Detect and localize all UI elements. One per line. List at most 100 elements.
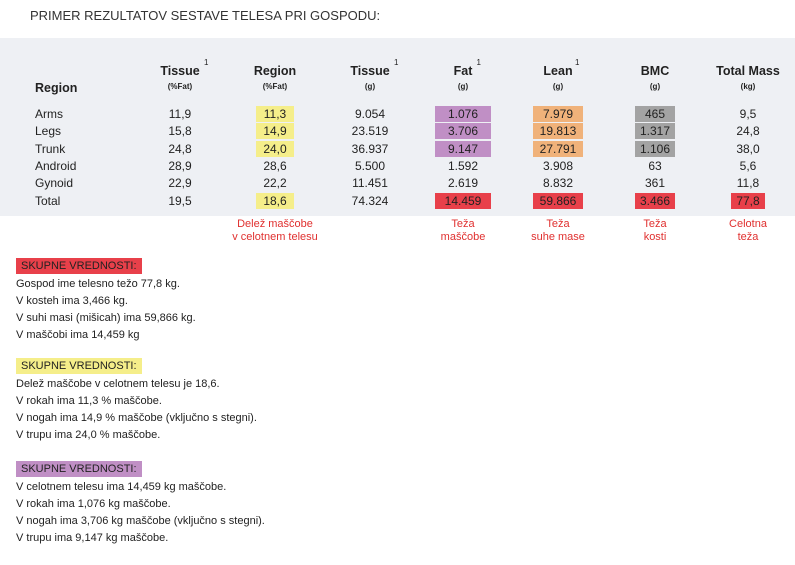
table-cell: 14.459 — [444, 194, 482, 208]
section-line: V celotnem telesu ima 14,459 kg maščobe. — [16, 481, 227, 493]
footnote-marker: 1 — [575, 58, 580, 67]
table-cell: 11,9 — [168, 107, 192, 121]
section-heading: SKUPNE VREDNOSTI: — [16, 358, 142, 374]
cell-highlight — [435, 193, 491, 209]
table-cell: 77,8 — [736, 194, 760, 208]
table-cell: 7.979 — [542, 107, 574, 121]
page-title: PRIMER REZULTATOV SESTAVE TELESA PRI GOS… — [30, 8, 381, 23]
cell-highlight — [435, 106, 491, 122]
table-cell: 3.706 — [447, 124, 479, 138]
table-cell: 19,5 — [168, 194, 192, 208]
table-cell: 15,8 — [168, 124, 192, 138]
row-label: Total — [35, 194, 61, 208]
row-label: Android — [35, 159, 77, 173]
row-label: Arms — [35, 107, 63, 121]
table-cell: 2.619 — [447, 176, 479, 190]
section-line: V kosteh ima 3,466 kg. — [16, 295, 128, 307]
cell-highlight — [635, 141, 675, 157]
table-cell: 24,0 — [263, 142, 287, 156]
cell-highlight — [256, 106, 294, 122]
column-header: Lean — [543, 64, 573, 78]
footnote-marker: 1 — [204, 58, 209, 67]
table-cell: 23.519 — [351, 124, 389, 138]
footnote-marker: 1 — [394, 58, 399, 67]
section-line: Gospod ime telesno težo 77,8 kg. — [16, 278, 180, 290]
column-annotation: suhe mase — [531, 231, 585, 243]
table-cell: 14,9 — [263, 124, 287, 138]
table-cell: 9.054 — [354, 107, 386, 121]
cell-highlight — [635, 123, 675, 139]
column-annotation: Celotna — [729, 218, 767, 230]
cell-highlight — [435, 123, 491, 139]
column-annotation: Teža — [643, 218, 667, 230]
row-label: Gynoid — [35, 176, 74, 190]
table-cell: 9,5 — [739, 107, 757, 121]
table-cell: 63 — [648, 159, 662, 173]
section-line: V trupu ima 24,0 % maščobe. — [16, 429, 161, 441]
section-line: V maščobi ima 14,459 kg — [16, 329, 140, 341]
column-unit: (g) — [364, 82, 376, 91]
column-header: Tissue — [160, 64, 200, 78]
cell-highlight — [256, 123, 294, 139]
table-cell: 74.324 — [351, 194, 389, 208]
table-cell: 22,9 — [168, 176, 192, 190]
table-cell: 11,8 — [736, 176, 760, 190]
table-cell: 28,6 — [263, 159, 287, 173]
cell-highlight — [635, 106, 675, 122]
cell-highlight — [533, 106, 583, 122]
column-unit: (kg) — [740, 82, 756, 91]
section-line: V rokah ima 1,076 kg maščobe. — [16, 498, 171, 510]
table-cell: 38,0 — [736, 142, 760, 156]
section-line: V trupu ima 9,147 kg maščobe. — [16, 532, 169, 544]
table-cell: 36.937 — [351, 142, 389, 156]
table-cell: 27.791 — [539, 142, 577, 156]
column-annotation: Delež maščobe — [237, 218, 313, 230]
table-cell: 22,2 — [263, 176, 287, 190]
table-cell: 1.592 — [447, 159, 479, 173]
cell-highlight — [533, 123, 583, 139]
table-cell: 24,8 — [168, 142, 192, 156]
table-cell: 59.866 — [539, 194, 577, 208]
section-line: V nogah ima 14,9 % maščobe (vključno s s… — [16, 412, 257, 424]
table-cell: 24,8 — [736, 124, 760, 138]
table-cell: 8.832 — [542, 176, 574, 190]
cell-highlight — [731, 193, 765, 209]
row-label: Trunk — [35, 142, 66, 156]
column-unit: (g) — [649, 82, 661, 91]
table-cell: 28,9 — [168, 159, 192, 173]
section-line: V suhi masi (mišicah) ima 59,866 kg. — [16, 312, 196, 324]
table-cell: 1.317 — [639, 124, 671, 138]
column-header: BMC — [640, 64, 670, 78]
cell-highlight — [256, 193, 294, 209]
section-line: V rokah ima 11,3 % maščobe. — [16, 395, 162, 407]
table-cell: 5.500 — [354, 159, 386, 173]
column-unit: (%Fat) — [167, 82, 193, 91]
column-annotation: Teža — [546, 218, 570, 230]
table-cell: 1.106 — [639, 142, 671, 156]
column-annotation: v celotnem telesu — [232, 231, 318, 243]
table-cell: 3.908 — [542, 159, 574, 173]
column-unit: (g) — [552, 82, 564, 91]
row-label: Legs — [35, 124, 62, 138]
section-line: Delež maščobe v celotnem telesu je 18,6. — [16, 378, 220, 390]
column-header: Region — [253, 64, 297, 78]
cell-highlight — [533, 193, 583, 209]
column-annotation: teža — [737, 231, 759, 243]
table-cell: 9.147 — [447, 142, 479, 156]
table-cell: 18,6 — [263, 194, 287, 208]
column-header: Region — [35, 81, 78, 95]
cell-highlight — [256, 141, 294, 157]
table-cell: 11,3 — [263, 107, 287, 121]
table-cell: 3.466 — [639, 194, 671, 208]
section-line: V nogah ima 3,706 kg maščobe (vključno s… — [16, 515, 265, 527]
column-unit: (g) — [457, 82, 469, 91]
column-annotation: kosti — [643, 231, 667, 243]
column-header: Total Mass — [716, 64, 780, 78]
footnote-marker: 1 — [476, 58, 481, 67]
column-unit: (%Fat) — [262, 82, 288, 91]
section-heading: SKUPNE VREDNOSTI: — [16, 258, 142, 274]
table-cell: 465 — [644, 107, 666, 121]
section-heading: SKUPNE VREDNOSTI: — [16, 461, 142, 477]
cell-highlight — [435, 141, 491, 157]
